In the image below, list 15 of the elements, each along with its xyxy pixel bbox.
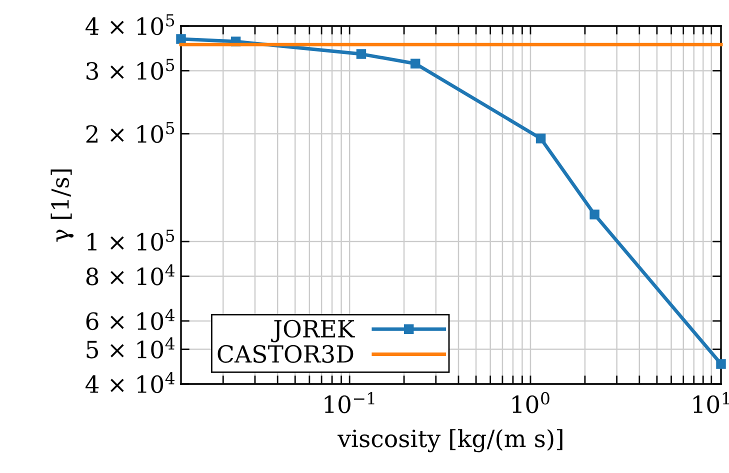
x-tick-label: 10$^{0}$: [512, 392, 550, 414]
x-tick-label: 10$^{1}$: [694, 392, 729, 414]
y-tick-label: 6 × 10$^{4}$: [86, 308, 175, 330]
x-tick-label: 10$^{−1}$: [324, 392, 374, 414]
y-axis-title: γ [1/s]: [50, 169, 74, 242]
y-tick-label: 4 × 10$^{5}$: [85, 14, 174, 36]
y-tick-label: 3 × 10$^{5}$: [86, 58, 174, 80]
y-tick-label: 4 × 10$^{4}$: [85, 372, 175, 394]
x-axis-title: viscosity [kg/(m s)]: [338, 429, 562, 452]
legend-label: CASTOR3D: [218, 345, 354, 363]
y-tick-label: 2 × 10$^{5}$: [86, 122, 174, 143]
y-tick-label: 1 × 10$^{5}$: [88, 230, 174, 251]
legend-label: JOREK: [271, 320, 355, 342]
y-tick-label: 8 × 10$^{4}$: [86, 264, 175, 286]
y-tick-label: 5 × 10$^{4}$: [86, 337, 175, 358]
